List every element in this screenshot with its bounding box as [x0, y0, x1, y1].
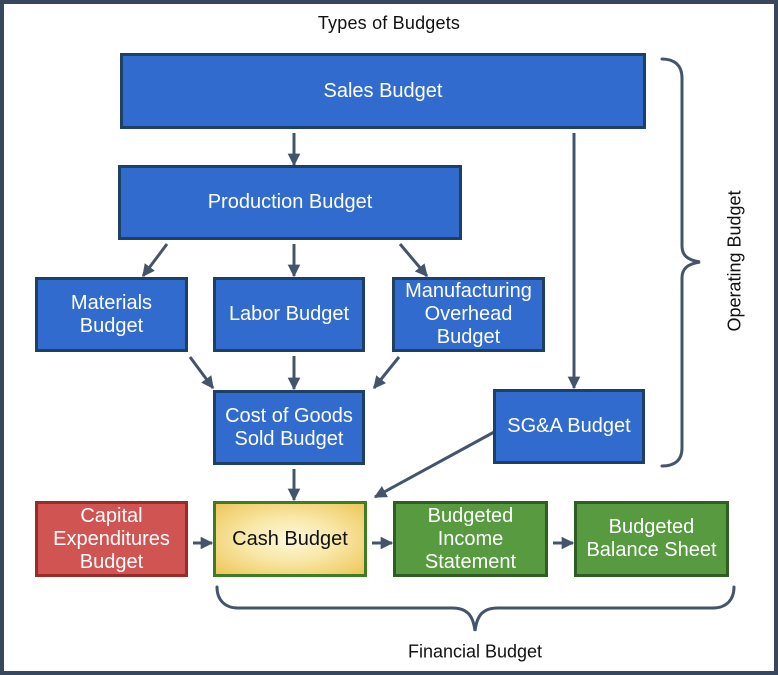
materials-budget-box: Materials Budget [35, 277, 188, 352]
diagram-title: Types of Budgets [317, 13, 461, 33]
edge-sga-to-cash [373, 429, 497, 499]
budgeted-balance-sheet-box: Budgeted Balance Sheet [574, 501, 729, 577]
cost-of-goods-sold-budget-box: Cost of Goods Sold Budget [213, 390, 365, 465]
edge-production-to-materials [141, 243, 169, 278]
connector-layer [141, 57, 736, 632]
sga-budget-box: SG&A Budget [493, 389, 645, 464]
edge-materials-to-cogs [188, 356, 215, 390]
production-budget-box: Production Budget [118, 165, 462, 240]
sales-budget-box: Sales Budget [120, 53, 646, 129]
edge-overhead-to-cogs [372, 356, 401, 389]
capital-expenditures-budget-box: Capital Expenditures Budget [35, 501, 188, 577]
labor-budget-box: Labor Budget [213, 277, 365, 352]
manufacturing-overhead-budget-box: Manufacturing Overhead Budget [392, 277, 545, 352]
operating-budget-brace [660, 57, 701, 468]
financial-budget-label: Financial Budget [407, 641, 543, 662]
cash-budget-box: Cash Budget [213, 501, 367, 577]
budgeted-income-statement-box: Budgeted Income Statement [393, 501, 548, 577]
financial-budget-brace [215, 585, 736, 632]
edge-production-to-overhead [398, 243, 429, 277]
operating-budget-label: Operating Budget [724, 190, 745, 332]
